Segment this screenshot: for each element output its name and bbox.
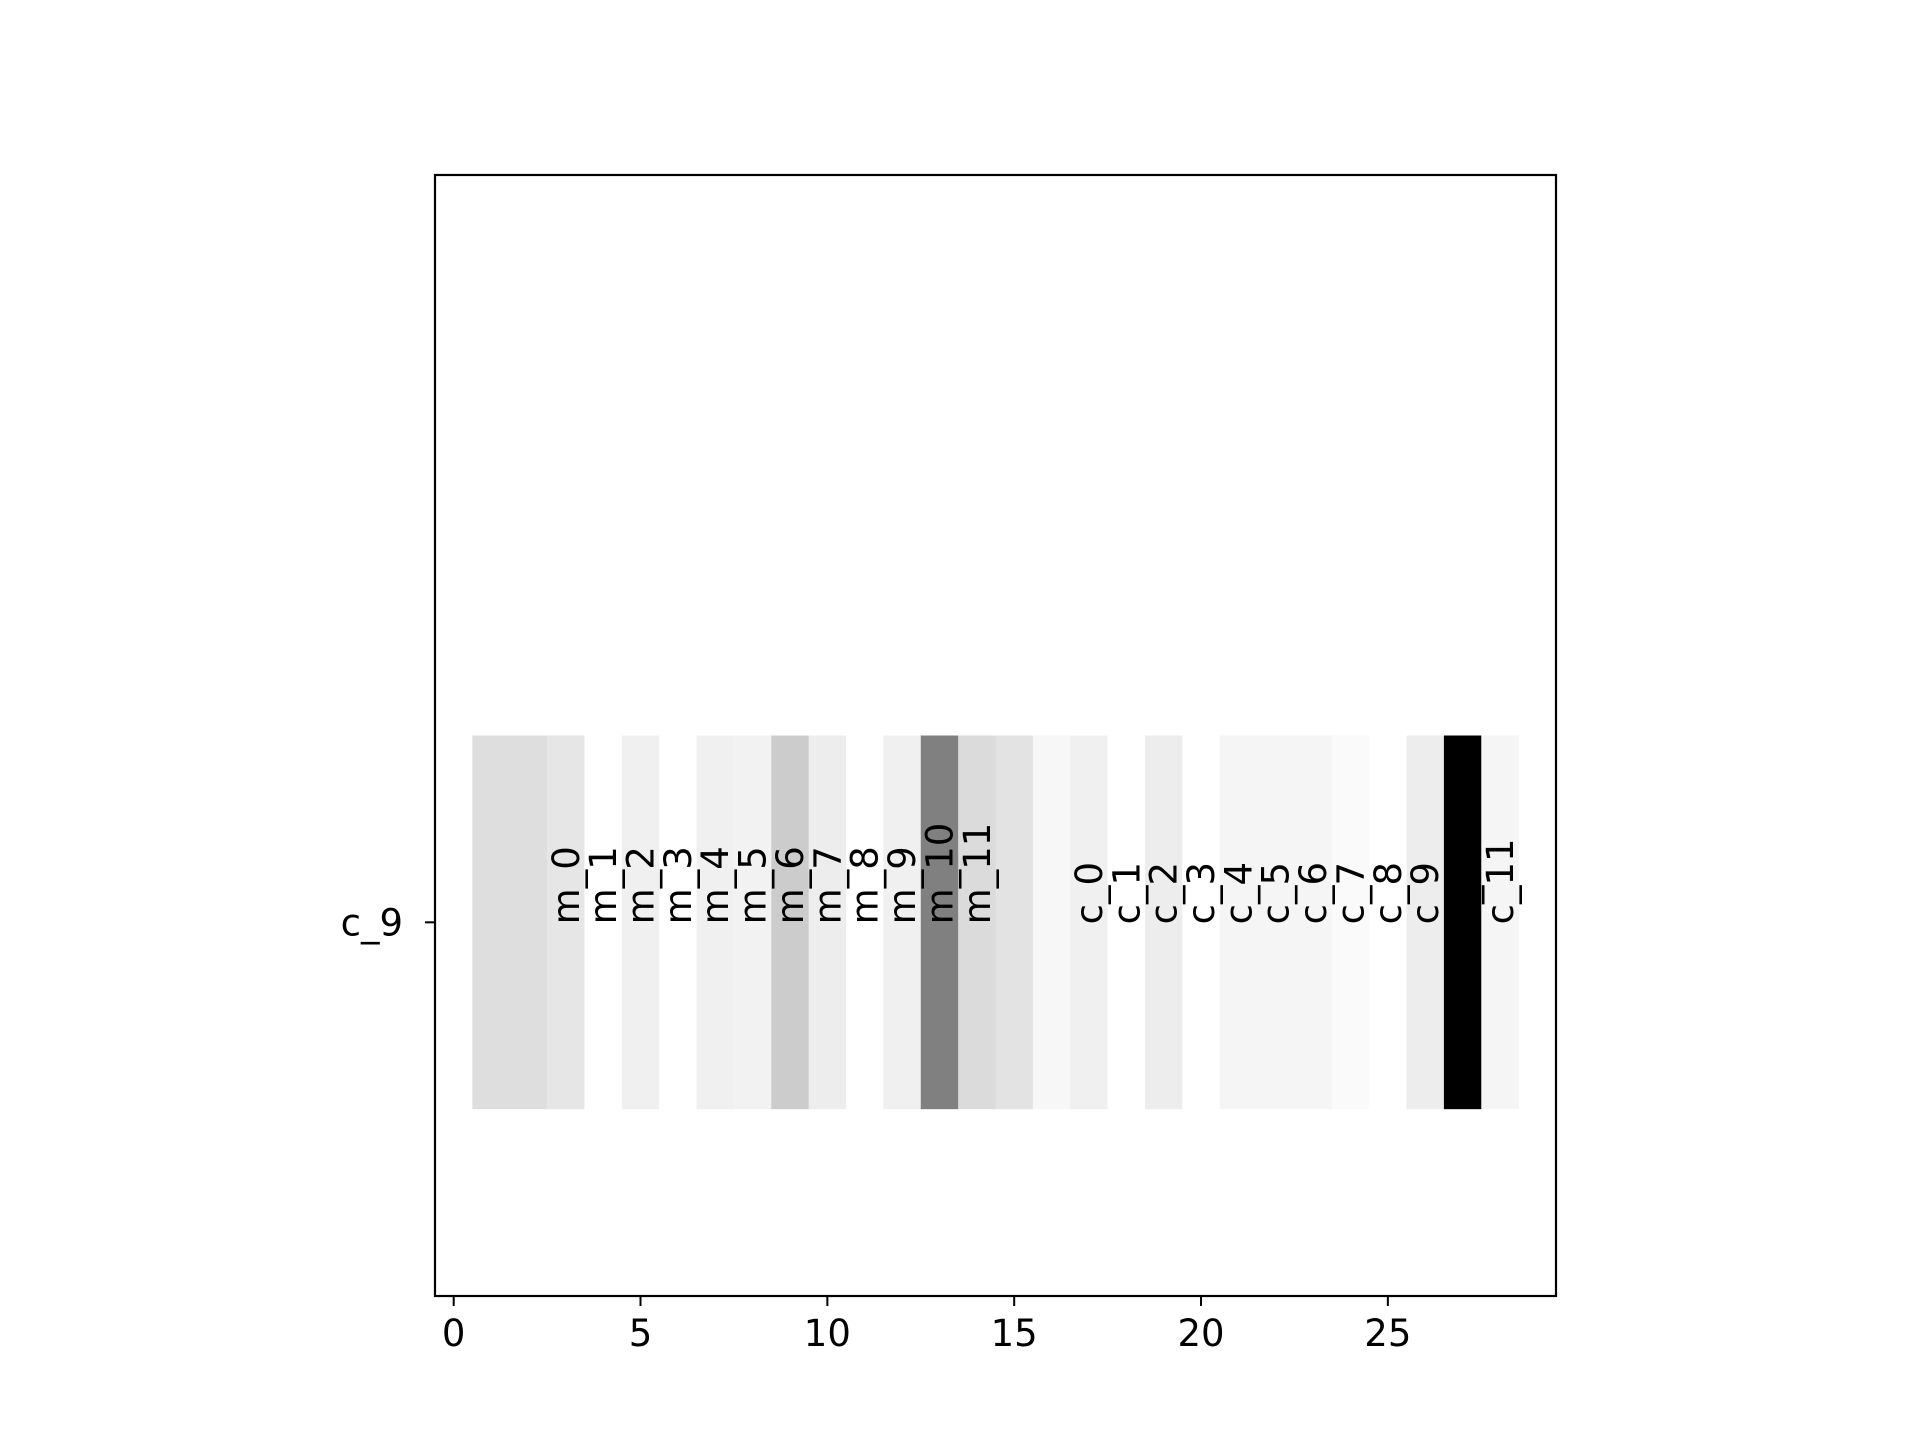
- heatmap-cell: [1107, 735, 1146, 1110]
- x-tick-label: 5: [629, 1312, 653, 1355]
- column-label: m_11: [956, 823, 999, 925]
- heatmap-cell: [509, 735, 548, 1110]
- heatmap-cell: [659, 735, 698, 1110]
- x-tick-label: 20: [1177, 1312, 1224, 1355]
- column-label: c_1: [1105, 862, 1148, 924]
- column-label: m_6: [769, 846, 812, 924]
- column-label: m_10: [918, 823, 961, 925]
- column-label: m_4: [694, 846, 737, 924]
- x-tick-label: 25: [1364, 1312, 1411, 1355]
- y-axis: c_9: [341, 901, 435, 944]
- column-label: m_5: [732, 846, 775, 924]
- heatmap-cell: [1369, 735, 1408, 1110]
- column-label: m_2: [620, 846, 663, 924]
- x-tick-label: 10: [804, 1312, 851, 1355]
- heatmap-cell: [547, 735, 585, 1110]
- heatmap-cell: [1182, 735, 1221, 1110]
- column-label: m_9: [881, 846, 924, 924]
- y-tick-label: c_9: [341, 901, 403, 944]
- column-label: c_7: [1329, 862, 1372, 924]
- column-label: c_0: [1068, 862, 1111, 924]
- heatmap-cell: [1443, 735, 1482, 1110]
- column-label: m_1: [582, 846, 625, 924]
- column-label: c_2: [1143, 862, 1186, 924]
- heatmap-cell: [1331, 735, 1370, 1110]
- x-axis: 0 5 10 15 20 25: [442, 1296, 1411, 1355]
- heatmap-cell: [771, 735, 810, 1110]
- column-label: c_10: [1442, 838, 1485, 924]
- column-label: c_5: [1255, 862, 1298, 924]
- heatmap-cell: [808, 735, 847, 1110]
- heatmap-cell: [1219, 735, 1258, 1110]
- heatmap-cell: [696, 735, 735, 1110]
- heatmap-cell: [1032, 735, 1071, 1110]
- heatmap-cell: [1481, 735, 1520, 1110]
- heatmap-cell: [1406, 735, 1445, 1110]
- heatmap-cell: [584, 735, 623, 1110]
- x-tick-label: 15: [991, 1312, 1038, 1355]
- heatmap-cell: [958, 735, 996, 1110]
- column-label: m_7: [806, 846, 849, 924]
- heatmap-cell: [472, 735, 511, 1110]
- column-label: c_9: [1404, 862, 1447, 924]
- heatmap-cell: [920, 735, 959, 1110]
- x-tick-label: 0: [442, 1312, 466, 1355]
- column-label: c_6: [1292, 862, 1335, 924]
- column-label: c_4: [1217, 862, 1260, 924]
- heatmap-cells: [472, 735, 1520, 1110]
- column-labels: m_0m_1m_2m_3m_4m_5m_6m_7m_8m_9m_10m_11 c_…: [545, 823, 1522, 925]
- heatmap-cell: [1257, 735, 1295, 1110]
- heatmap-cell: [1070, 735, 1109, 1110]
- plot-frame: [433, 173, 1558, 1298]
- heatmap-cell: [621, 735, 660, 1110]
- heatmap-cell: [846, 735, 884, 1110]
- column-label: m_3: [657, 846, 700, 924]
- heatmap-cell: [733, 735, 772, 1110]
- heatmap-cell: [995, 735, 1034, 1110]
- column-label: c_11: [1479, 838, 1522, 924]
- heatmap-cell: [1294, 735, 1333, 1110]
- column-label: c_3: [1180, 862, 1223, 924]
- column-label: m_8: [844, 846, 887, 924]
- column-label: c_8: [1367, 862, 1410, 924]
- heatmap-cell: [1144, 735, 1183, 1110]
- heatmap-cell: [883, 735, 922, 1110]
- column-label: m_0: [545, 846, 588, 924]
